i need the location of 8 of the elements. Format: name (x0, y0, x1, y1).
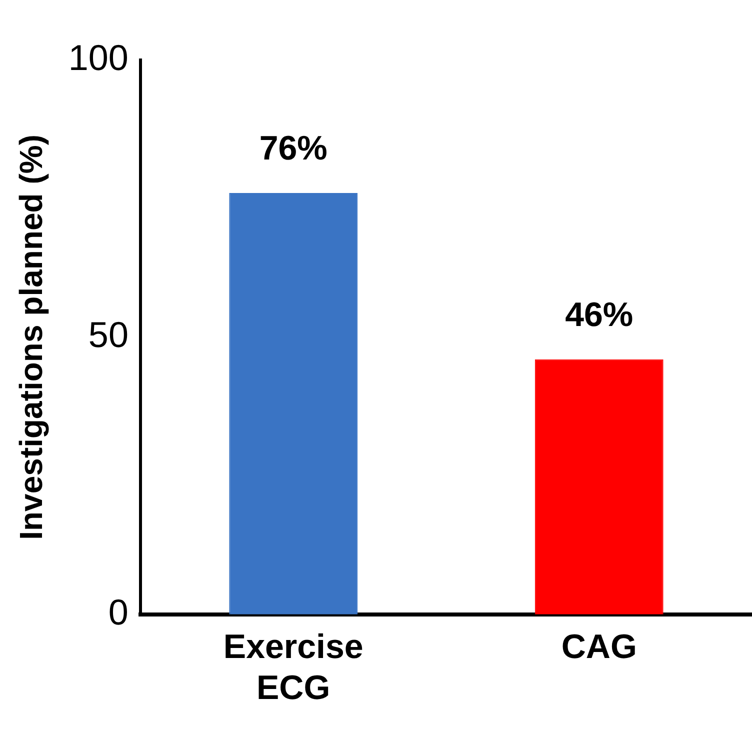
x-tick-label: CAG (561, 628, 637, 666)
x-tick-label: Exercise ECG (223, 628, 364, 707)
y-tick-label: 100 (68, 36, 128, 78)
y-tick-label: 50 (88, 314, 128, 356)
y-tick-label: 0 (108, 591, 128, 632)
data-label: 76% (259, 129, 328, 168)
data-label: 46% (565, 296, 634, 334)
y-axis-title: Investigations planned (%) (13, 134, 50, 540)
